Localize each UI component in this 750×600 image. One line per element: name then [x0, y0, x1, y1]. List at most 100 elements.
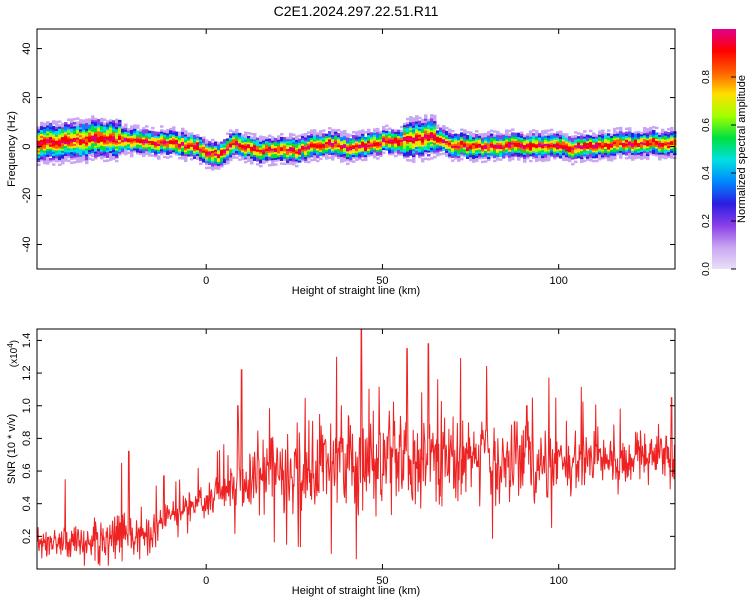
spectrogram-cell	[271, 161, 275, 165]
spectrogram-cell	[112, 128, 116, 131]
spectrogram-cell	[490, 153, 494, 156]
spectrogram-cell	[412, 139, 416, 142]
spectrogram-cell	[307, 151, 311, 154]
spectrogram-cell	[118, 131, 122, 135]
spectrogram-cell	[46, 140, 50, 144]
spectrogram-cell	[457, 153, 461, 156]
spectrogram-cell	[391, 139, 395, 142]
spectrogram-cell	[337, 129, 341, 132]
spectrogram-cell	[421, 122, 425, 126]
spectrogram-cell	[340, 134, 344, 138]
x-tick-label: 0	[203, 575, 209, 587]
spectrogram-cell	[256, 157, 260, 160]
spectrogram-cell	[544, 135, 548, 139]
spectrogram-cell	[76, 131, 80, 134]
spectrogram-cell	[589, 129, 593, 133]
spectrogram-cell	[337, 133, 341, 136]
spectrogram-cell	[109, 125, 113, 128]
spectrogram-cell	[304, 142, 308, 146]
spectrogram-cell	[607, 137, 611, 140]
spectrogram-cell	[382, 145, 386, 149]
spectrogram-cell	[247, 151, 251, 155]
spectrogram-cell	[121, 139, 125, 143]
spectrogram-cell	[511, 153, 515, 157]
spectrogram-cell	[52, 159, 56, 162]
spectrogram-cell	[586, 152, 590, 155]
spectrogram-cell	[148, 134, 152, 138]
spectrogram-cell	[628, 148, 632, 152]
spectrogram-cell	[628, 133, 632, 136]
spectrogram-cell	[364, 148, 368, 152]
spectrogram-cell	[400, 147, 404, 150]
spectrogram-cell	[214, 151, 218, 154]
spectrogram-cell	[625, 143, 629, 146]
spectrogram-cell	[238, 146, 242, 150]
spectrogram-cell	[643, 140, 647, 144]
spectrogram-cell	[265, 146, 269, 149]
spectrogram-cell	[637, 144, 641, 147]
spectrogram-cell	[55, 144, 59, 147]
spectrogram-cell	[217, 145, 221, 149]
spectrogram-cell	[187, 138, 191, 141]
spectrogram-cell	[58, 136, 62, 139]
spectrogram-cell	[220, 143, 224, 146]
spectrogram-cell	[70, 120, 74, 123]
spectrogram-cell	[91, 133, 95, 136]
spectrogram-cell	[70, 151, 74, 155]
spectrogram-cell	[487, 158, 491, 162]
spectrogram-cell	[424, 157, 428, 160]
spectrogram-cell	[151, 140, 155, 144]
spectrogram-cell	[76, 129, 80, 132]
spectrogram-cell	[184, 147, 188, 151]
spectrogram-cell	[475, 139, 479, 143]
spectrogram-cell	[475, 153, 479, 157]
spectrogram-cell	[571, 147, 575, 150]
spectrogram-cell	[325, 153, 329, 156]
spectrogram-cell	[61, 140, 65, 143]
spectrogram-cell	[412, 121, 416, 124]
spectrogram-cell	[43, 124, 47, 128]
spectrogram-cell	[598, 154, 602, 157]
spectrogram-cell	[340, 138, 344, 142]
spectrogram-cell	[310, 149, 314, 152]
spectrogram-cell	[331, 158, 335, 161]
spectrogram-cell	[160, 139, 164, 142]
spectrogram-cell	[310, 139, 314, 142]
spectrogram-cell	[112, 131, 116, 135]
spectrogram-cell	[484, 144, 488, 148]
spectrogram-cell	[61, 124, 65, 128]
spectrogram-cell	[73, 123, 77, 127]
spectrogram-cell	[433, 150, 437, 153]
spectrogram-cell	[442, 128, 446, 132]
spectrogram-cell	[364, 158, 368, 162]
spectrogram-cell	[40, 127, 44, 131]
spectrogram-cell	[505, 129, 509, 132]
spectrogram-cell	[46, 138, 50, 142]
spectrogram-cell	[100, 137, 104, 140]
spectrogram-cell	[58, 147, 62, 151]
spectrogram-cell	[532, 129, 536, 132]
spectrogram-cell	[652, 137, 656, 141]
spectrogram-cell	[388, 145, 392, 148]
spectrogram-cell	[547, 129, 551, 132]
spectrogram-cell	[145, 133, 149, 136]
spectrogram-cell	[124, 152, 128, 156]
spectrogram-cell	[76, 158, 80, 162]
spectrogram-cell	[430, 141, 434, 144]
spectrogram-cell	[394, 135, 398, 138]
spectrogram-cell	[562, 139, 566, 142]
spectrogram-cell	[106, 151, 110, 155]
spectrogram-cell	[526, 150, 530, 154]
spectrogram-cell	[328, 136, 332, 140]
spectrogram-cell	[145, 140, 149, 144]
spectrogram-cell	[124, 129, 128, 132]
spectrogram-cell	[433, 128, 437, 131]
spectrogram-cell	[214, 145, 218, 148]
spectrogram-cell	[424, 118, 428, 121]
spectrogram-cell	[295, 143, 299, 146]
spectrogram-cell	[469, 148, 473, 152]
spectrogram-cell	[541, 151, 545, 155]
spectrogram-cell	[223, 145, 227, 148]
spectrogram-cell	[622, 134, 626, 137]
spectrogram-cell	[283, 162, 287, 166]
